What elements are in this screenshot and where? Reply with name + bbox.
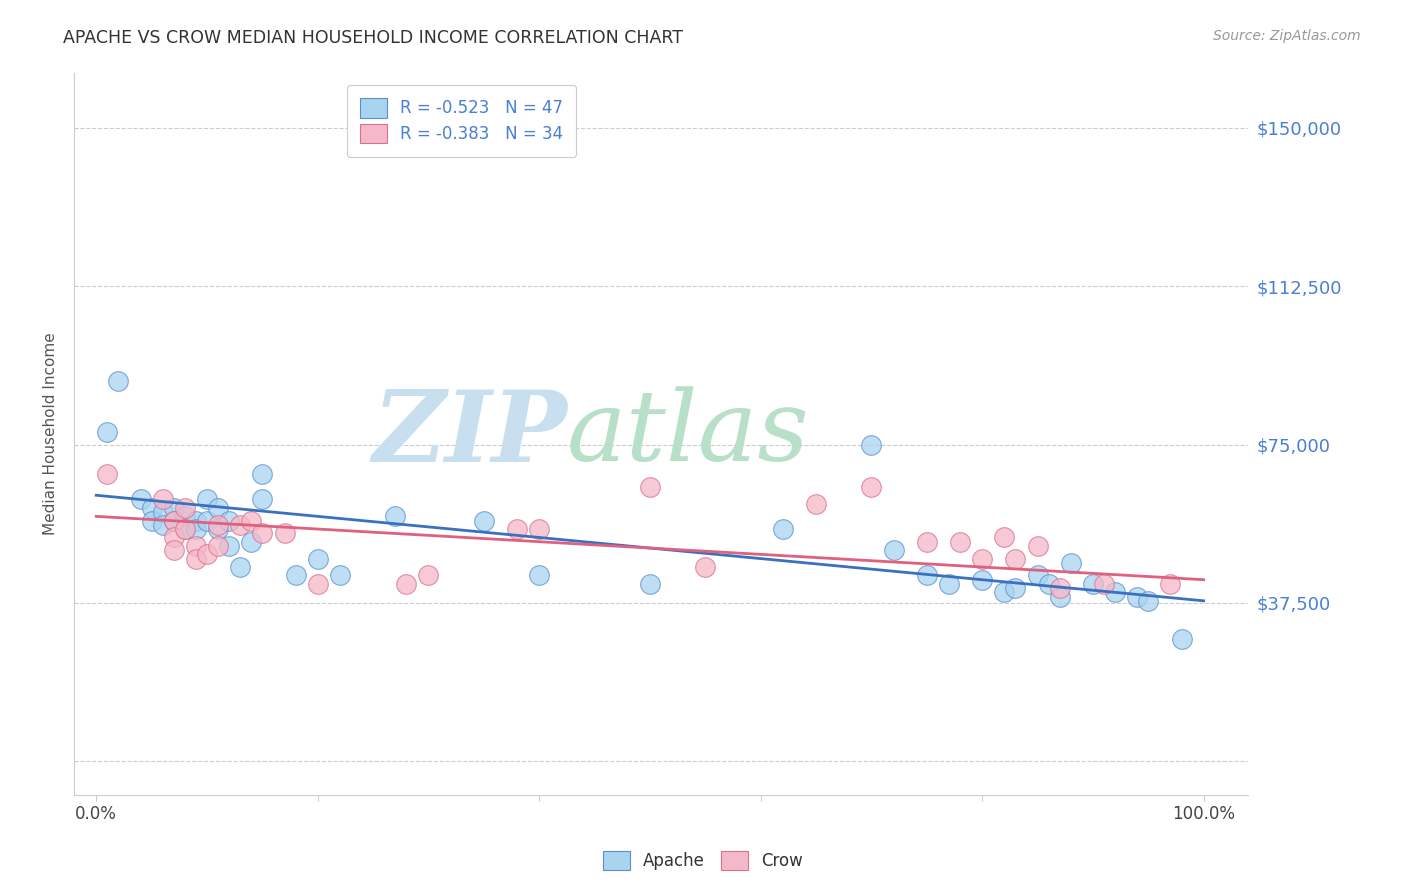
Legend: Apache, Crow: Apache, Crow [596, 844, 810, 877]
Point [860, 480, 883, 494]
Point [860, 437, 883, 451]
Point [949, 534, 972, 549]
Point [152, 492, 174, 507]
Point [506, 522, 529, 536]
Point [1092, 577, 1115, 591]
Point [695, 560, 717, 574]
Point [972, 573, 994, 587]
Point [938, 577, 960, 591]
Point [1137, 594, 1160, 608]
Point [993, 585, 1015, 599]
Point [240, 534, 263, 549]
Point [1159, 577, 1181, 591]
Point [1104, 585, 1126, 599]
Point [638, 480, 661, 494]
Point [1170, 632, 1192, 646]
Point [207, 539, 229, 553]
Legend: R = -0.523   N = 47, R = -0.383   N = 34: R = -0.523 N = 47, R = -0.383 N = 34 [346, 85, 576, 157]
Y-axis label: Median Household Income: Median Household Income [44, 333, 58, 535]
Point [173, 509, 195, 524]
Point [1049, 581, 1071, 595]
Point [252, 526, 274, 541]
Point [1026, 539, 1049, 553]
Point [1126, 590, 1149, 604]
Point [273, 526, 295, 541]
Point [141, 500, 163, 515]
Point [96, 425, 118, 439]
Text: APACHE VS CROW MEDIAN HOUSEHOLD INCOME CORRELATION CHART: APACHE VS CROW MEDIAN HOUSEHOLD INCOME C… [63, 29, 683, 46]
Point [252, 492, 274, 507]
Point [1038, 577, 1060, 591]
Point [1004, 551, 1026, 566]
Point [1026, 568, 1049, 582]
Point [915, 568, 938, 582]
Point [307, 577, 329, 591]
Point [163, 514, 186, 528]
Point [1081, 577, 1104, 591]
Point [218, 539, 240, 553]
Point [207, 500, 229, 515]
Point [972, 551, 994, 566]
Point [1060, 556, 1083, 570]
Point [229, 517, 252, 532]
Point [163, 500, 186, 515]
Point [252, 467, 274, 482]
Point [195, 514, 218, 528]
Point [152, 517, 174, 532]
Point [173, 500, 195, 515]
Point [915, 534, 938, 549]
Point [173, 522, 195, 536]
Point [240, 514, 263, 528]
Point [107, 374, 129, 388]
Point [184, 514, 207, 528]
Point [638, 577, 661, 591]
Point [163, 514, 186, 528]
Point [772, 522, 794, 536]
Point [184, 539, 207, 553]
Point [163, 531, 186, 545]
Point [395, 577, 418, 591]
Point [173, 522, 195, 536]
Point [195, 547, 218, 561]
Point [129, 492, 152, 507]
Point [218, 514, 240, 528]
Point [993, 531, 1015, 545]
Text: Source: ZipAtlas.com: Source: ZipAtlas.com [1213, 29, 1361, 43]
Point [207, 517, 229, 532]
Point [883, 543, 905, 558]
Text: atlas: atlas [567, 386, 810, 482]
Point [284, 568, 307, 582]
Point [329, 568, 352, 582]
Point [307, 551, 329, 566]
Point [163, 543, 186, 558]
Point [184, 551, 207, 566]
Point [229, 560, 252, 574]
Point [141, 514, 163, 528]
Point [96, 467, 118, 482]
Point [1049, 590, 1071, 604]
Point [529, 522, 551, 536]
Point [418, 568, 440, 582]
Point [804, 497, 827, 511]
Point [184, 522, 207, 536]
Point [384, 509, 406, 524]
Point [1004, 581, 1026, 595]
Point [529, 568, 551, 582]
Point [207, 522, 229, 536]
Text: ZIP: ZIP [373, 385, 567, 483]
Point [195, 492, 218, 507]
Point [152, 505, 174, 519]
Point [472, 514, 495, 528]
